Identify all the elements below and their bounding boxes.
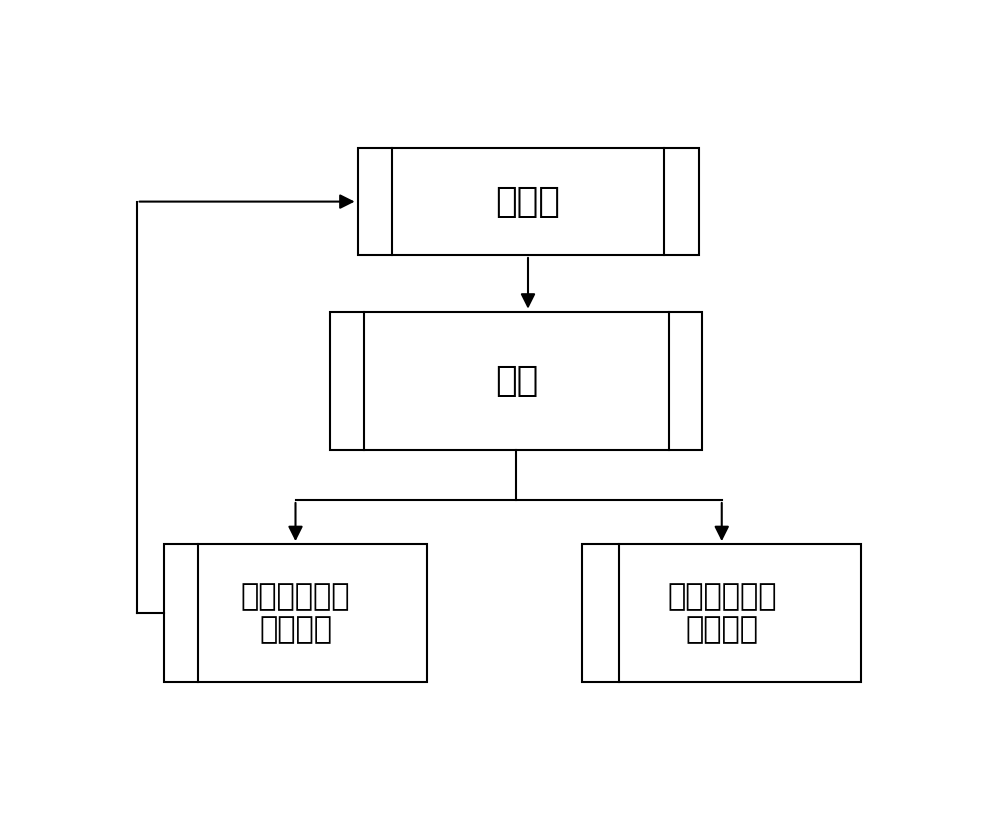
Text: 通信支路光电
转换放大: 通信支路光电 转换放大 bbox=[667, 582, 776, 645]
Text: 分光: 分光 bbox=[495, 364, 538, 397]
Bar bbox=[358, 149, 698, 255]
Bar bbox=[582, 544, 861, 682]
Bar bbox=[164, 544, 427, 682]
Text: 锁相支路光电
转换放大: 锁相支路光电 转换放大 bbox=[241, 582, 350, 645]
Bar bbox=[330, 312, 702, 450]
Text: 光混频: 光混频 bbox=[496, 184, 560, 219]
